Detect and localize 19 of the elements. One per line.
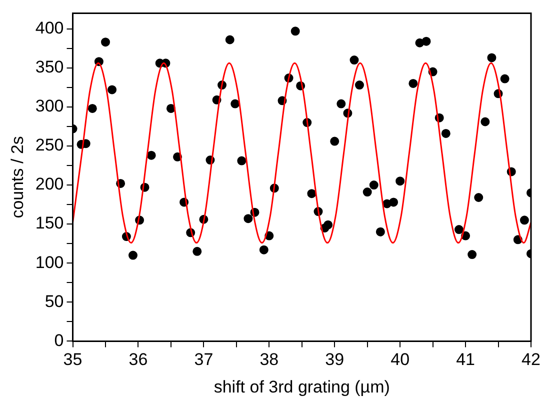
x-tick-label: 41 (456, 350, 475, 370)
y-tick-label: 350 (35, 58, 64, 77)
y-tick-label: 300 (35, 96, 64, 116)
x-tick-label: 39 (325, 350, 344, 370)
y-tick-label: 200 (35, 174, 64, 194)
x-tick-label: 37 (194, 350, 214, 370)
y-tick-label: 50 (44, 292, 64, 311)
x-tick-label: 40 (390, 350, 410, 370)
y-tick-label: 400 (35, 18, 64, 38)
x-tick-label: 42 (522, 350, 540, 370)
x-tick-label: 35 (63, 350, 82, 370)
y-tick-label: 150 (35, 214, 64, 233)
y-tick-label: 0 (54, 330, 64, 350)
y-tick-label: 100 (35, 252, 64, 272)
y-axis-title: counts / 2s (8, 136, 27, 218)
x-tick-label: 38 (260, 350, 279, 370)
y-tick-label: 250 (35, 136, 64, 155)
x-axis-title: shift of 3rd grating (µm) (214, 377, 390, 396)
x-tick-label: 36 (128, 350, 148, 370)
